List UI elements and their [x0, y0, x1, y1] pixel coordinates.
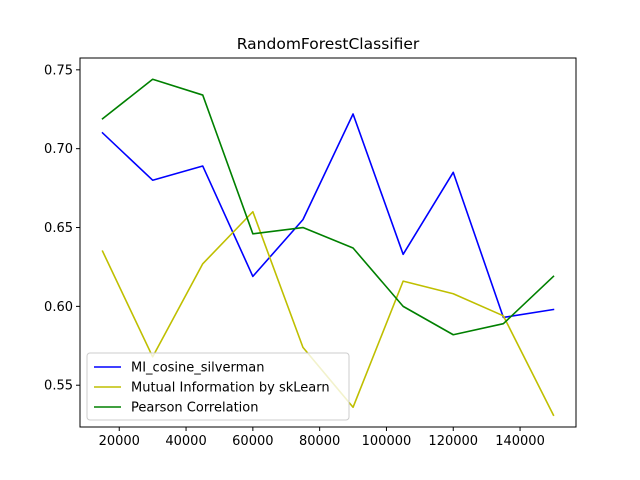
legend-label: Mutual Information by skLearn — [131, 381, 330, 396]
x-axis: 20000 40000 60000 80000 100000 120000 140000 — [99, 427, 545, 449]
y-tick-label: 0.60 — [44, 300, 73, 315]
x-tick-label: 80000 — [299, 434, 340, 449]
x-tick-label: 40000 — [165, 434, 206, 449]
series-line-3 — [101, 78, 555, 336]
legend-box — [86, 352, 350, 421]
y-tick-label: 0.75 — [44, 63, 73, 78]
y-tick-label: 0.70 — [44, 142, 73, 157]
plot-frame — [79, 57, 577, 428]
x-tick-label: 120000 — [428, 434, 478, 449]
x-tick-label: 140000 — [495, 434, 545, 449]
y-axis: 0.55 0.60 0.65 0.70 0.75 — [44, 63, 80, 394]
y-tick-label: 0.55 — [44, 379, 73, 394]
x-tick-label: 100000 — [362, 434, 412, 449]
series-line-1 — [101, 113, 555, 319]
legend: MI_cosine_silverman Mutual Information by… — [86, 352, 350, 421]
chart-title: RandomForestClassifier — [237, 35, 420, 53]
x-tick-label: 60000 — [232, 434, 273, 449]
legend-label: Pearson Correlation — [131, 401, 258, 416]
x-tick-label: 20000 — [99, 434, 140, 449]
y-tick-label: 0.65 — [44, 221, 73, 236]
legend-label: MI_cosine_silverman — [131, 361, 264, 376]
